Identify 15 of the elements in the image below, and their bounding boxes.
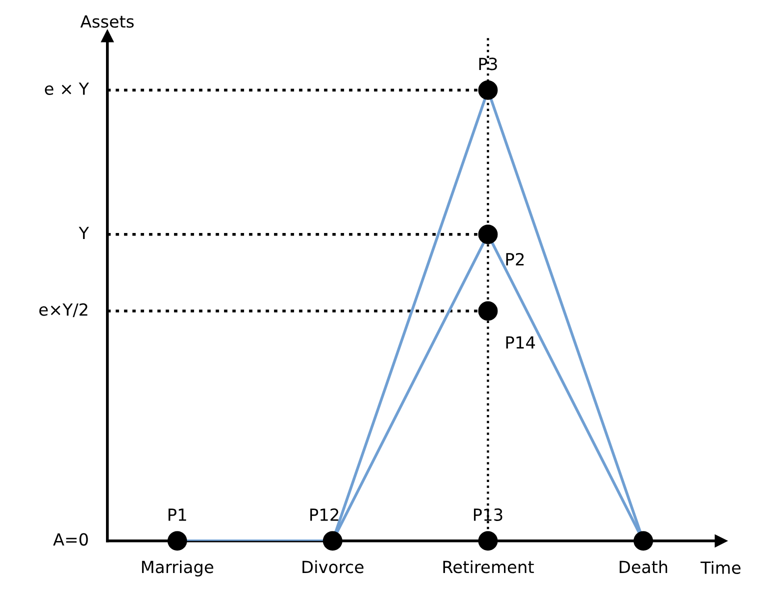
- annotation: P2: [506, 252, 524, 266]
- ref-line-label: Y: [78, 226, 90, 239]
- ref-line-label: e×Y/2: [39, 303, 88, 318]
- x-tick-label: Death: [620, 560, 668, 574]
- x-tick-label: Divorce: [302, 560, 364, 574]
- annotation: P14: [506, 336, 535, 349]
- text: A=0: [53, 533, 88, 546]
- x-axis-title: Time: [700, 561, 740, 574]
- annotation: P1: [168, 508, 186, 521]
- x-tick-label: Marriage: [142, 560, 214, 576]
- annotation: P12: [310, 508, 338, 521]
- annotation: P3: [479, 58, 497, 70]
- ref-line-label: e × Y: [44, 82, 90, 95]
- x-tick-label: Retirement: [443, 560, 534, 574]
- y-axis-title: Assets: [80, 15, 134, 28]
